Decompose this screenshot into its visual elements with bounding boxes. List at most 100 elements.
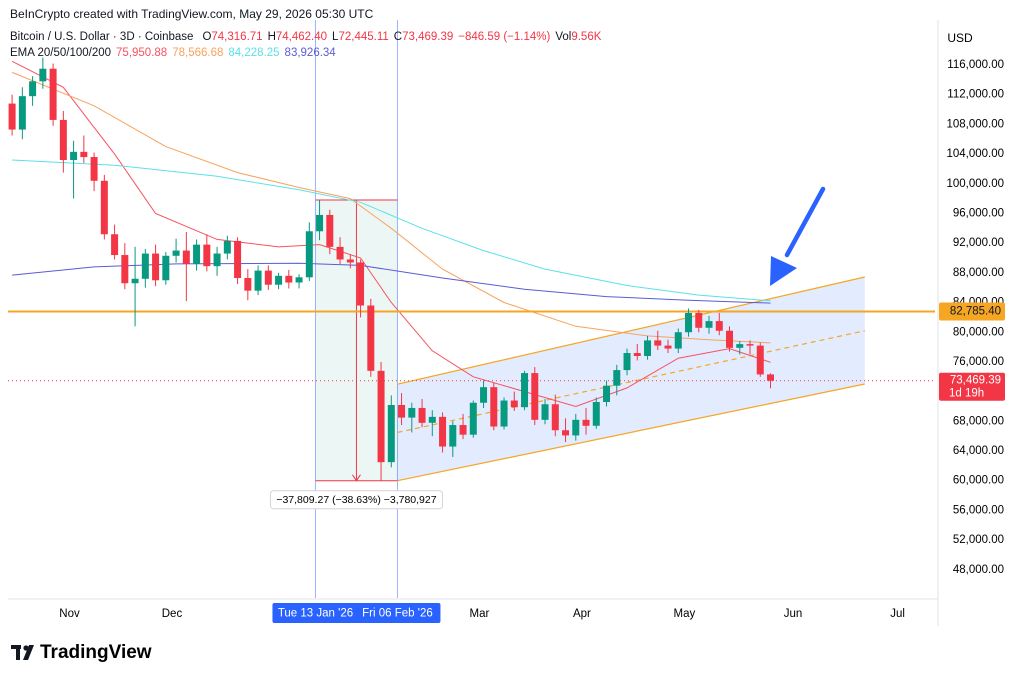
candle-body (695, 312, 703, 328)
candle-body (254, 270, 262, 291)
attribution: BeInCrypto created with TradingView.com,… (10, 7, 374, 21)
candle-body (387, 404, 395, 463)
candle-body (244, 278, 252, 291)
level-label-box (939, 302, 1005, 321)
currency: USD (947, 31, 973, 45)
ohlc-value: 73,469.39 (402, 31, 454, 43)
candle-body (418, 407, 426, 423)
y-tick-label: 80,000.00 (953, 326, 1004, 338)
candle-body (182, 250, 190, 264)
ohlc-value: 74,316.71 (211, 31, 263, 43)
candle-body (469, 402, 477, 435)
ema-line (11, 60, 771, 408)
candle-body (521, 373, 529, 408)
channel-fill (397, 277, 865, 481)
candle-body (172, 250, 180, 256)
marker-label: Fri 06 Feb '26 (362, 608, 433, 620)
ohlc-key: C (393, 31, 403, 43)
candle-body (510, 400, 518, 408)
ohlc-key: O (202, 31, 212, 43)
candle-body (346, 259, 354, 263)
candle-body (654, 340, 662, 346)
candle-body (39, 68, 47, 82)
candle-body (562, 430, 570, 436)
candle-body (613, 370, 621, 386)
ema-label: EMA 20/50/100/200 (10, 47, 112, 59)
ohlc-item: O74,316.71 (202, 31, 262, 43)
candle-body (767, 374, 775, 381)
ohlc-item: C73,469.39 (394, 31, 453, 43)
candle-body (541, 404, 549, 420)
candle-body (408, 407, 416, 418)
candle-body (398, 404, 406, 418)
volume-key: Vol (555, 31, 572, 43)
candle-body (367, 305, 375, 371)
candle-body (623, 353, 631, 371)
candle-body (59, 119, 67, 161)
candle-body (582, 419, 590, 426)
y-tick-label: 64,000.00 (953, 445, 1004, 457)
candle-body (480, 387, 488, 403)
y-tick-label: 92,000.00 (953, 237, 1004, 249)
countdown: 1d 19h (949, 388, 984, 400)
candle-body (746, 344, 754, 346)
last-price-box (939, 372, 1005, 401)
candle-body (121, 255, 129, 284)
y-tick-label: 112,000.00 (947, 89, 1004, 101)
candle-body (633, 353, 641, 356)
last-price-label: 73,469.39 (950, 375, 1001, 387)
candle-body (223, 240, 231, 254)
candle-body (644, 340, 652, 356)
volume: Vol9.56K (555, 31, 601, 43)
marker-label: Tue 13 Jan '26 (278, 608, 353, 620)
candle-body (203, 244, 211, 267)
x-tick-label: Mar (470, 608, 490, 620)
legend-row: EMA 20/50/100/200 75,950.88 78,566.68 84,22… (10, 47, 336, 59)
y-tick-label: 96,000.00 (953, 207, 1004, 219)
y-tick-label: 56,000.00 (953, 504, 1004, 516)
candle-body (439, 416, 447, 447)
candle-body (336, 246, 344, 260)
candle-body (141, 253, 149, 279)
candle-body (275, 275, 283, 285)
annotation-head (770, 256, 797, 286)
y-tick-label: 116,000.00 (947, 59, 1004, 71)
candle-body (285, 275, 293, 283)
channel-middle (397, 330, 865, 434)
candle-body (449, 425, 457, 447)
candle-body (234, 240, 242, 279)
candle-body (316, 214, 324, 232)
candle-body (193, 244, 201, 264)
candle-body (100, 180, 108, 235)
y-tick-label: 88,000.00 (953, 267, 1004, 279)
channel-upper (397, 276, 865, 385)
candle-body (18, 96, 26, 130)
ema-line (12, 159, 771, 302)
candle-body (459, 425, 467, 435)
candle-body (674, 332, 682, 349)
x-tick-label: Nov (59, 608, 80, 620)
candle-body (551, 404, 559, 431)
ema-value: 84,228.25 (228, 47, 280, 59)
level-label: 82,785.40 (950, 306, 1001, 318)
ohlc-key: L (332, 31, 339, 43)
candle-body (8, 103, 16, 130)
ohlc-value: 74,462.40 (275, 31, 328, 43)
ohlc-value: 72,445.11 (338, 31, 389, 43)
marker-label-box (354, 603, 441, 623)
x-tick-label: May (674, 608, 696, 620)
candle-body (756, 345, 764, 375)
measure-arrowhead (352, 474, 361, 482)
candle-body (90, 157, 98, 181)
candle-body (111, 234, 119, 256)
candle-body (736, 344, 744, 348)
change: −846.59 (−1.14%) (458, 31, 551, 43)
candle-body (152, 253, 160, 281)
volume-value: 9.56K (571, 31, 602, 43)
ohlc-item: H74,462.40 (268, 31, 327, 43)
candle-body (726, 330, 734, 348)
candle-body (664, 345, 672, 349)
candle-body (377, 370, 385, 463)
ema-value: 83,926.34 (284, 47, 336, 59)
